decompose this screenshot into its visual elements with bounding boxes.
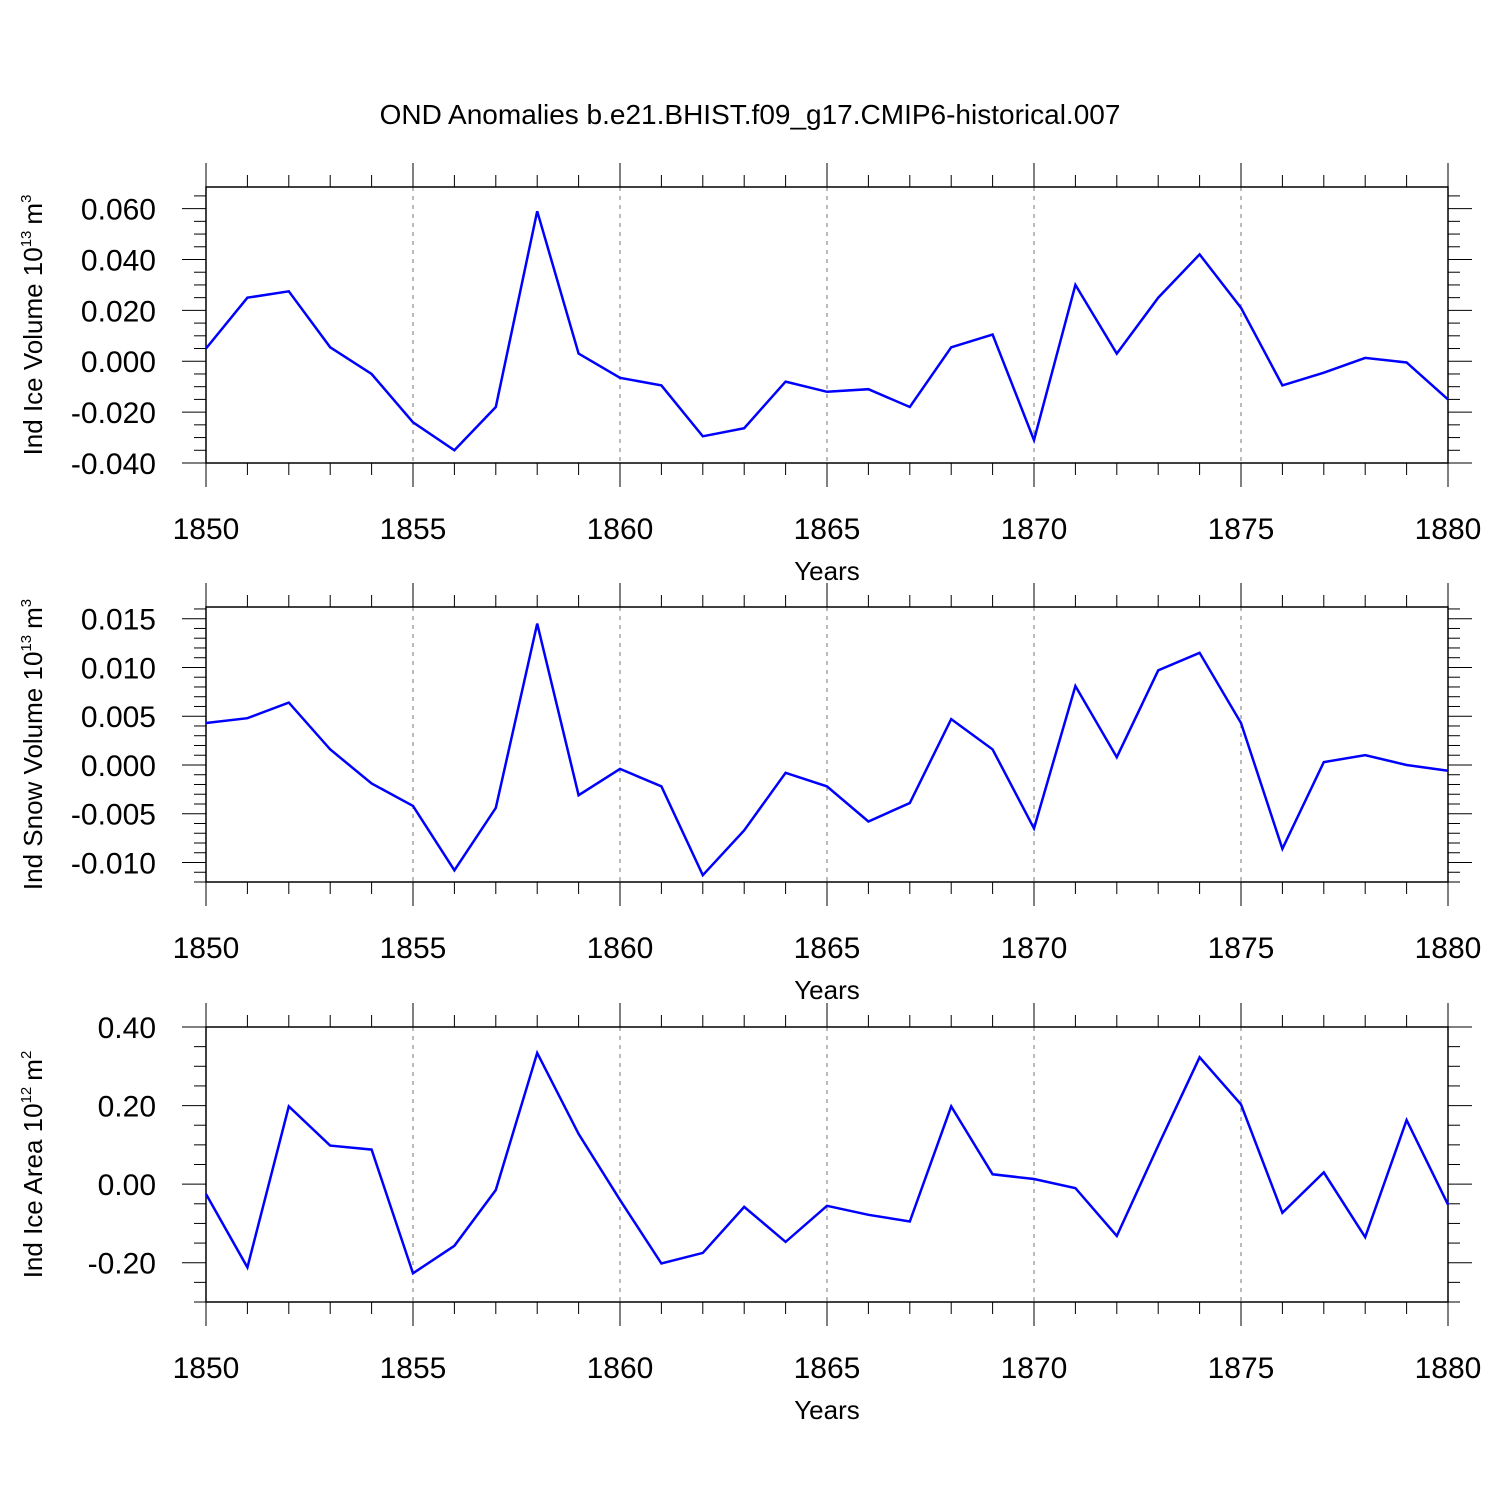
- y-axis-label-exponent: 12: [18, 1087, 35, 1104]
- x-tick-label-1870: 1870: [1001, 513, 1068, 546]
- y-axis-label-main: Ind Ice Volume 10: [18, 247, 48, 455]
- panel-3: 1850 1855 1860 1865 1870 1875 1880 -0.20 0.00 0.2…: [18, 1003, 1481, 1425]
- y-tick-label-3: 0.020: [81, 295, 156, 328]
- y-tick-label-0: -0.040: [71, 448, 156, 481]
- x-tick-label-1855: 1855: [380, 513, 447, 546]
- x-axis-label: Years: [794, 1395, 860, 1425]
- series-line: [205, 623, 1449, 878]
- y-tick-label-2: 0.000: [81, 750, 156, 783]
- y-axis-label-unit-exponent: 2: [18, 1051, 35, 1059]
- y-tick-label-5: 0.060: [81, 194, 156, 227]
- x-tick-label-1865: 1865: [794, 513, 861, 546]
- x-axis-label: Years: [794, 975, 860, 1005]
- x-tick-label-1875: 1875: [1208, 513, 1275, 546]
- x-tick-label-1850: 1850: [173, 513, 240, 546]
- x-tick-label-1870: 1870: [1001, 1352, 1068, 1385]
- y-tick-label-4: 0.010: [81, 652, 156, 685]
- x-tick-label-1865: 1865: [794, 1352, 861, 1385]
- series-line: [205, 210, 1449, 452]
- y-axis-label-main: Ind Ice Area 10: [18, 1103, 48, 1278]
- x-tick-label-1880: 1880: [1415, 1352, 1482, 1385]
- y-axis-label: Ind Snow Volume 1013 m3: [18, 599, 48, 890]
- y-axis-label: Ind Ice Area 1012 m2: [18, 1051, 48, 1279]
- y-axis-label-unit: m: [18, 607, 48, 629]
- x-tick-label-1875: 1875: [1208, 1352, 1275, 1385]
- x-tick-label-1865: 1865: [794, 932, 861, 965]
- y-tick-label-1: 0.00: [98, 1169, 156, 1202]
- x-tick-label-1860: 1860: [587, 932, 654, 965]
- x-axis-label: Years: [794, 556, 860, 586]
- x-tick-label-1855: 1855: [380, 932, 447, 965]
- panel-1: 1850 1855 1860 1865 1870 1875 1880 -0.040 -0.020…: [18, 163, 1481, 586]
- y-tick-label-1: -0.005: [71, 799, 156, 832]
- y-tick-label-2: 0.20: [98, 1091, 156, 1124]
- x-tick-label-1880: 1880: [1415, 932, 1482, 965]
- x-tick-label-1850: 1850: [173, 932, 240, 965]
- y-tick-label-3: 0.40: [98, 1012, 156, 1045]
- panels-container: 1850 1855 1860 1865 1870 1875 1880 -0.040 -0.020…: [18, 163, 1481, 1425]
- y-tick-label-3: 0.005: [81, 701, 156, 734]
- y-axis-label-unit-exponent: 3: [18, 195, 35, 203]
- figure-title: OND Anomalies b.e21.BHIST.f09_g17.CMIP6-…: [380, 99, 1121, 130]
- y-axis-label-main: Ind Snow Volume 10: [18, 652, 48, 891]
- panel-2: 1850 1855 1860 1865 1870 1875 1880 -0.010 -0.005…: [18, 583, 1481, 1005]
- x-tick-label-1860: 1860: [587, 1352, 654, 1385]
- y-axis-label-exponent: 13: [18, 231, 35, 248]
- y-tick-label-2: 0.000: [81, 346, 156, 379]
- x-tick-label-1860: 1860: [587, 513, 654, 546]
- y-tick-label-5: 0.015: [81, 604, 156, 637]
- y-axis-label-unit: m: [18, 203, 48, 225]
- x-tick-label-1880: 1880: [1415, 513, 1482, 546]
- y-axis-label-exponent: 13: [18, 635, 35, 652]
- x-tick-label-1875: 1875: [1208, 932, 1275, 965]
- y-tick-label-0: -0.20: [88, 1248, 156, 1281]
- x-tick-label-1855: 1855: [380, 1352, 447, 1385]
- y-axis-label-unit: m: [18, 1059, 48, 1081]
- series-line: [204, 1049, 1450, 1276]
- x-tick-label-1870: 1870: [1001, 932, 1068, 965]
- y-tick-label-0: -0.010: [71, 847, 156, 880]
- y-tick-label-4: 0.040: [81, 244, 156, 277]
- y-axis-label-unit-exponent: 3: [18, 599, 35, 607]
- y-axis-label: Ind Ice Volume 1013 m3: [18, 195, 48, 456]
- y-tick-label-1: -0.020: [71, 397, 156, 430]
- x-tick-label-1850: 1850: [173, 1352, 240, 1385]
